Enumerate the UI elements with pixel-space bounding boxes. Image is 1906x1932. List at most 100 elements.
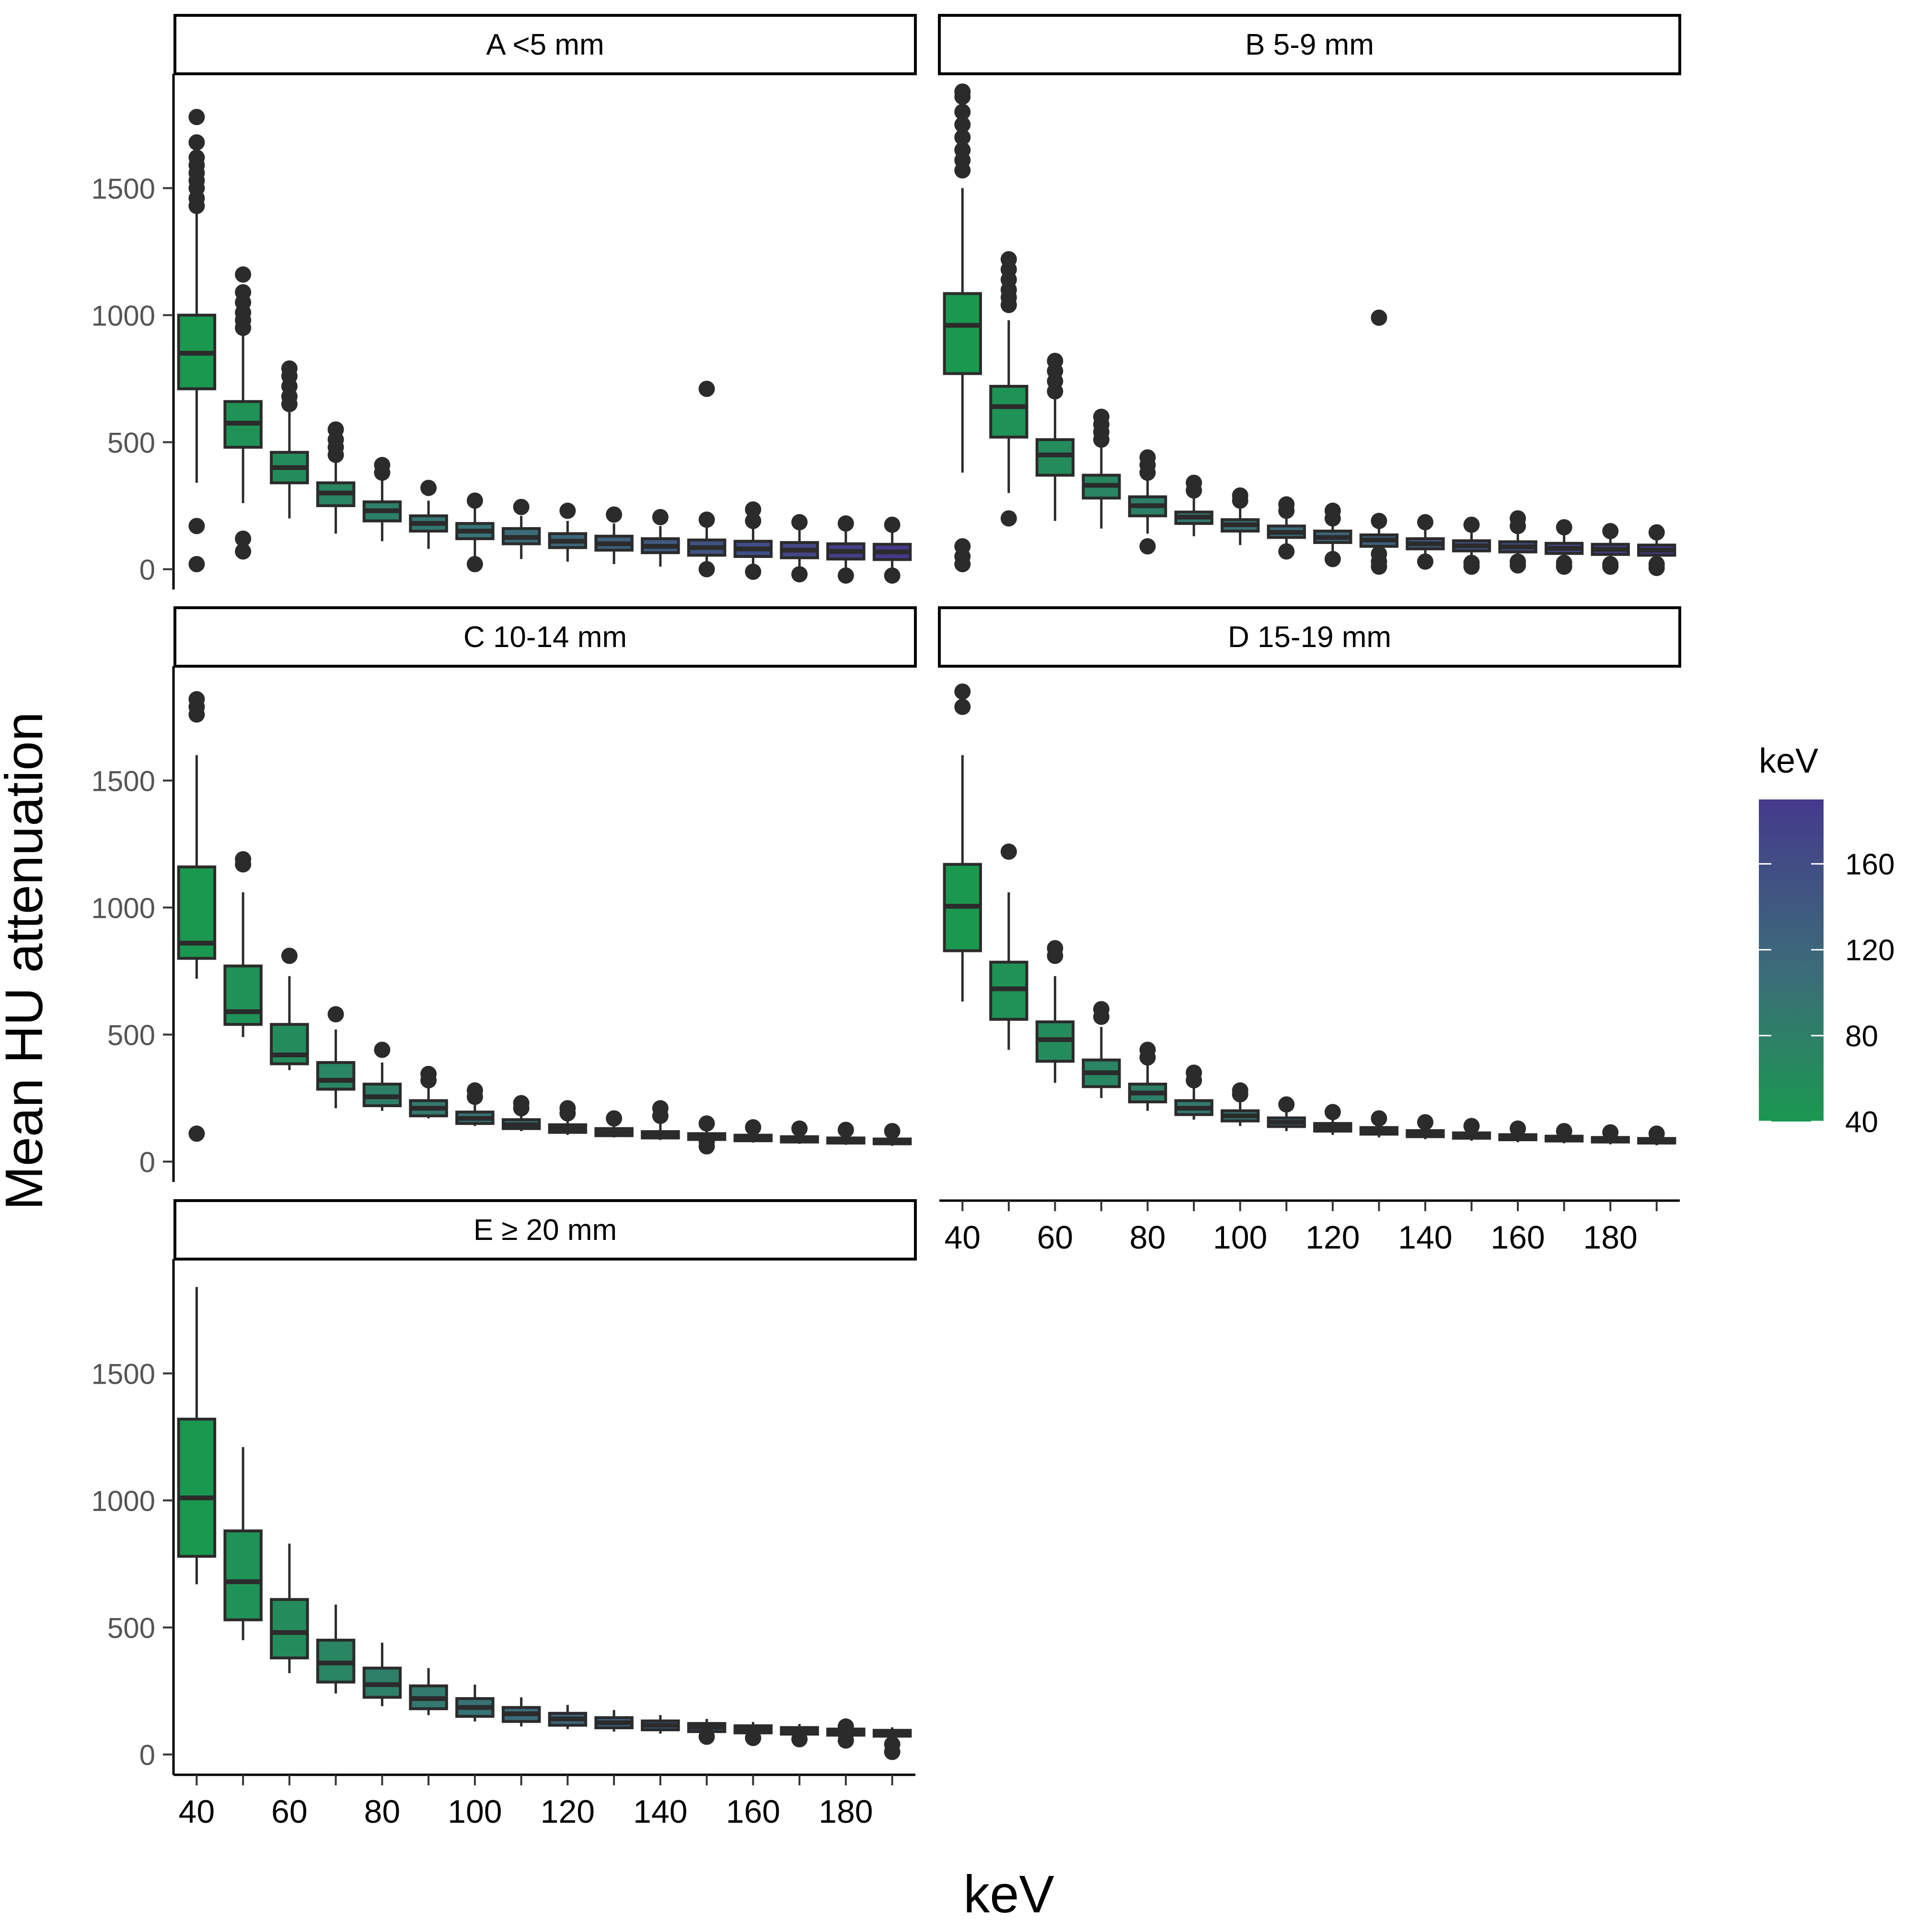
outlier-point <box>884 1122 901 1139</box>
x-axis-title: keV <box>963 1865 1054 1924</box>
legend-tick-label: 160 <box>1845 848 1894 881</box>
x-tick-label: 80 <box>1130 1219 1166 1256</box>
box-160kev <box>1498 1120 1537 1143</box>
outlier-point <box>327 1006 344 1023</box>
panel-strip <box>938 606 1681 668</box>
y-tick-label: 1500 <box>92 173 155 205</box>
outlier-point <box>652 509 669 525</box>
outlier-point <box>1278 1096 1295 1113</box>
outlier-point <box>281 360 298 377</box>
box-90kev <box>1174 474 1213 536</box>
outlier-point <box>188 134 205 151</box>
legend-tick-label: 120 <box>1845 934 1894 967</box>
outlier-point <box>559 1100 576 1117</box>
box-100kev <box>1220 1082 1260 1126</box>
box-120kev <box>1313 1104 1352 1135</box>
box-140kev <box>1406 514 1445 570</box>
outlier-point <box>1556 1122 1572 1139</box>
outlier-point <box>954 142 971 159</box>
outlier-point <box>1047 352 1063 369</box>
outlier-point <box>791 1120 808 1137</box>
y-axis-title: Mean HU attenuation <box>0 712 54 1210</box>
outlier-point <box>188 691 205 707</box>
outlier-point <box>1602 1124 1619 1141</box>
outlier-point <box>1648 555 1665 572</box>
box-130kev <box>1359 1110 1399 1138</box>
outlier-point <box>1463 1118 1480 1134</box>
outlier-point <box>954 538 971 555</box>
outlier-point <box>188 109 205 126</box>
box-body <box>223 1529 263 1621</box>
box-body <box>177 1417 217 1558</box>
outlier-point <box>1602 523 1619 540</box>
outlier-point <box>791 1731 808 1747</box>
x-tick-label: 60 <box>271 1793 308 1830</box>
x-tick-label: 100 <box>1213 1219 1267 1256</box>
outlier-point <box>1371 309 1387 326</box>
box-100kev <box>455 492 495 572</box>
x-tick-label: 120 <box>541 1793 595 1830</box>
outlier-point <box>235 543 252 560</box>
outlier-point <box>466 1082 483 1099</box>
outlier-point <box>235 851 252 868</box>
box-70kev <box>1082 408 1121 529</box>
y-tick-label: 1000 <box>92 892 155 925</box>
box-70kev <box>316 1006 356 1109</box>
box-100kev <box>455 1684 495 1722</box>
box-80kev <box>362 1041 402 1111</box>
box-180kev <box>826 1122 866 1145</box>
outlier-point <box>420 1065 437 1082</box>
x-tick-label: 40 <box>179 1793 215 1830</box>
outlier-point <box>1047 940 1063 957</box>
box-150kev <box>687 1115 727 1155</box>
outlier-point <box>513 498 530 515</box>
outlier-point <box>235 284 252 301</box>
box-160kev <box>733 1119 773 1143</box>
panel-A: A <5 mm 0 500 1000 1500 <box>92 14 917 590</box>
outlier-point <box>1278 496 1295 513</box>
y-tick-label: 0 <box>139 1739 155 1771</box>
y-tick-label: 1500 <box>92 1358 155 1390</box>
box-50kev <box>989 843 1028 1050</box>
outlier-point <box>281 948 298 964</box>
outlier-point <box>420 479 437 496</box>
outlier-point <box>745 1119 762 1136</box>
box-150kev <box>687 381 727 578</box>
outlier-point <box>1417 514 1433 531</box>
box-180kev <box>826 1718 866 1749</box>
box-90kev <box>409 1065 448 1119</box>
box-140kev <box>641 1715 680 1734</box>
box-60kev <box>270 948 309 1070</box>
outlier-point <box>188 149 205 166</box>
outlier-point <box>606 1110 623 1127</box>
box-body <box>989 384 1028 439</box>
box-50kev <box>223 1447 263 1641</box>
outlier-point <box>837 1718 854 1735</box>
outlier-point <box>188 518 205 534</box>
outlier-point <box>652 1100 669 1117</box>
box-body <box>270 1023 309 1065</box>
box-140kev <box>1406 1114 1445 1139</box>
outlier-point <box>1139 538 1156 555</box>
box-150kev <box>1452 1118 1491 1141</box>
x-tick-label: 180 <box>819 1793 873 1830</box>
panel-strip <box>173 1199 917 1261</box>
x-tick-label: 140 <box>1398 1219 1452 1256</box>
box-90kev <box>409 479 448 549</box>
outlier-point <box>698 1728 715 1745</box>
outlier-point <box>1000 251 1017 267</box>
panel-E: E ≥ 20 mm 0 500 1000 1500 40 60 80 100 120 140 160 1… <box>92 1199 917 1830</box>
panel-strip <box>173 14 917 75</box>
outlier-point <box>698 511 715 528</box>
outlier-point <box>1324 1104 1341 1121</box>
outlier-point <box>884 1736 901 1753</box>
box-60kev <box>270 360 309 519</box>
box-120kev <box>548 1705 588 1729</box>
box-90kev <box>1174 1064 1213 1120</box>
box-body <box>223 964 263 1026</box>
box-40kev <box>943 83 982 572</box>
outlier-point <box>1463 555 1480 571</box>
box-110kev <box>1267 1096 1306 1131</box>
box-110kev <box>1267 496 1306 560</box>
